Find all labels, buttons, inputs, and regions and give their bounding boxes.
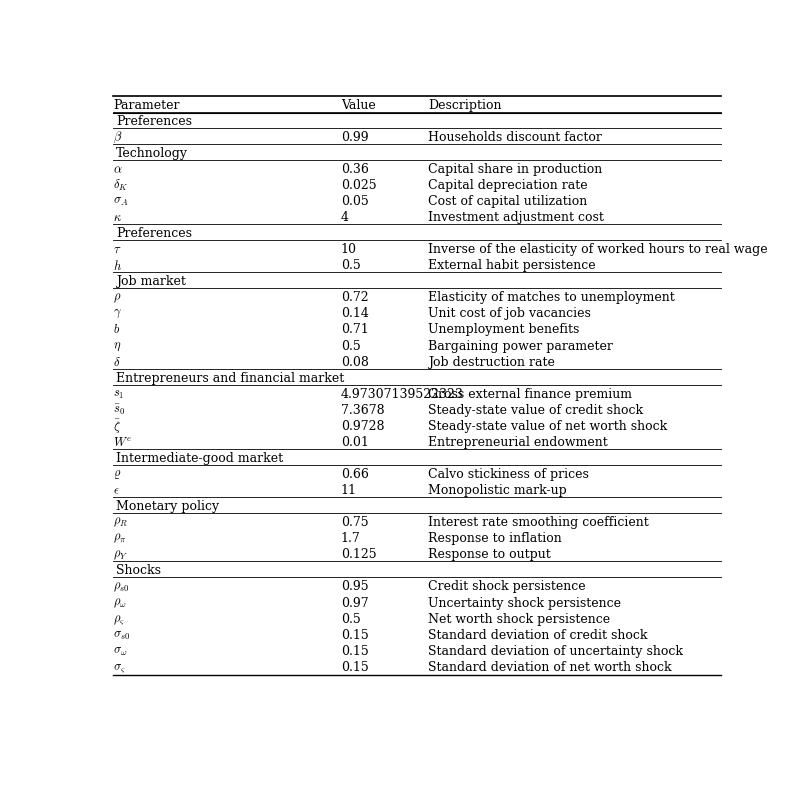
Text: Steady-state value of net worth shock: Steady-state value of net worth shock [428, 420, 667, 433]
Text: 0.5: 0.5 [341, 612, 361, 626]
Text: 0.15: 0.15 [341, 644, 369, 658]
Text: 0.72: 0.72 [341, 291, 369, 305]
Text: $\rho_\omega$: $\rho_\omega$ [113, 597, 127, 610]
Text: $\beta$: $\beta$ [113, 130, 122, 145]
Text: Description: Description [428, 99, 502, 111]
Text: 0.15: 0.15 [341, 661, 369, 674]
Text: $\rho$: $\rho$ [113, 291, 122, 305]
Text: Value: Value [341, 99, 376, 111]
Text: Intermediate-good market: Intermediate-good market [116, 452, 283, 465]
Text: 0.5: 0.5 [341, 259, 361, 272]
Text: Response to inflation: Response to inflation [428, 532, 562, 546]
Text: $\eta$: $\eta$ [113, 340, 122, 352]
Text: $\rho_\varsigma$: $\rho_\varsigma$ [113, 612, 125, 626]
Text: $\rho_{s0}$: $\rho_{s0}$ [113, 580, 130, 593]
Text: Monetary policy: Monetary policy [116, 500, 219, 513]
Text: Capital share in production: Capital share in production [428, 162, 602, 176]
Text: 0.9728: 0.9728 [341, 420, 384, 433]
Text: $s_1$: $s_1$ [113, 388, 125, 400]
Text: $\delta$: $\delta$ [113, 356, 121, 369]
Text: Preferences: Preferences [116, 115, 192, 128]
Text: Gross external finance premium: Gross external finance premium [428, 388, 632, 400]
Text: 0.36: 0.36 [341, 162, 369, 176]
Text: $\delta_K$: $\delta_K$ [113, 178, 129, 193]
Text: $\bar{s}_0$: $\bar{s}_0$ [113, 403, 126, 418]
Text: $\sigma_A$: $\sigma_A$ [113, 195, 129, 208]
Text: $\sigma_{s0}$: $\sigma_{s0}$ [113, 629, 130, 641]
Text: Parameter: Parameter [113, 99, 180, 111]
Text: Bargaining power parameter: Bargaining power parameter [428, 340, 613, 352]
Text: Response to output: Response to output [428, 549, 551, 561]
Text: Standard deviation of net worth shock: Standard deviation of net worth shock [428, 661, 672, 674]
Text: 0.025: 0.025 [341, 179, 377, 192]
Text: $\epsilon$: $\epsilon$ [113, 484, 120, 497]
Text: 0.95: 0.95 [341, 580, 369, 593]
Text: Unemployment benefits: Unemployment benefits [428, 323, 580, 337]
Text: 11: 11 [341, 484, 357, 497]
Text: 1.7: 1.7 [341, 532, 361, 546]
Text: 0.99: 0.99 [341, 131, 369, 144]
Text: $\rho_R$: $\rho_R$ [113, 516, 128, 529]
Text: 0.05: 0.05 [341, 195, 369, 208]
Text: Uncertainty shock persistence: Uncertainty shock persistence [428, 597, 621, 609]
Text: Shocks: Shocks [116, 564, 161, 578]
Text: 10: 10 [341, 243, 357, 256]
Text: Entrepreneurs and financial market: Entrepreneurs and financial market [116, 371, 345, 385]
Text: $\sigma_\varsigma$: $\sigma_\varsigma$ [113, 661, 126, 674]
Text: $\rho_\pi$: $\rho_\pi$ [113, 532, 126, 546]
Text: $W^e$: $W^e$ [113, 436, 132, 449]
Text: 0.5: 0.5 [341, 340, 361, 352]
Text: Entrepreneurial endowment: Entrepreneurial endowment [428, 436, 608, 449]
Text: 0.01: 0.01 [341, 436, 369, 449]
Text: Unit cost of job vacancies: Unit cost of job vacancies [428, 308, 591, 320]
Text: Standard deviation of credit shock: Standard deviation of credit shock [428, 629, 648, 641]
Text: $\tau$: $\tau$ [113, 243, 122, 256]
Text: Preferences: Preferences [116, 227, 192, 240]
Text: $b$: $b$ [113, 323, 120, 337]
Text: Technology: Technology [116, 147, 188, 160]
Text: $h$: $h$ [113, 259, 122, 272]
Text: Cost of capital utilization: Cost of capital utilization [428, 195, 588, 208]
Text: 0.75: 0.75 [341, 517, 369, 529]
Text: Net worth shock persistence: Net worth shock persistence [428, 612, 610, 626]
Text: Interest rate smoothing coefficient: Interest rate smoothing coefficient [428, 517, 649, 529]
Text: $\gamma$: $\gamma$ [113, 308, 122, 320]
Text: $\alpha$: $\alpha$ [113, 162, 122, 176]
Text: Job market: Job market [116, 276, 186, 288]
Text: Inverse of the elasticity of worked hours to real wage: Inverse of the elasticity of worked hour… [428, 243, 768, 256]
Text: $\varrho$: $\varrho$ [113, 468, 122, 481]
Text: $\kappa$: $\kappa$ [113, 211, 122, 224]
Text: Credit shock persistence: Credit shock persistence [428, 580, 586, 593]
Text: Calvo stickiness of prices: Calvo stickiness of prices [428, 468, 589, 481]
Text: $\sigma_\omega$: $\sigma_\omega$ [113, 644, 127, 658]
Text: External habit persistence: External habit persistence [428, 259, 596, 272]
Text: 4.97307139522323: 4.97307139522323 [341, 388, 464, 400]
Text: Standard deviation of uncertainty shock: Standard deviation of uncertainty shock [428, 644, 683, 658]
Text: 0.08: 0.08 [341, 356, 369, 369]
Text: Capital depreciation rate: Capital depreciation rate [428, 179, 588, 192]
Text: 0.15: 0.15 [341, 629, 369, 641]
Text: $\rho_Y$: $\rho_Y$ [113, 548, 128, 561]
Text: Job destruction rate: Job destruction rate [428, 356, 555, 369]
Text: 0.71: 0.71 [341, 323, 369, 337]
Text: 7.3678: 7.3678 [341, 403, 385, 417]
Text: Steady-state value of credit shock: Steady-state value of credit shock [428, 403, 643, 417]
Text: 0.125: 0.125 [341, 549, 377, 561]
Text: 0.66: 0.66 [341, 468, 369, 481]
Text: 4: 4 [341, 211, 349, 224]
Text: Investment adjustment cost: Investment adjustment cost [428, 211, 604, 224]
Text: Elasticity of matches to unemployment: Elasticity of matches to unemployment [428, 291, 675, 305]
Text: Monopolistic mark-up: Monopolistic mark-up [428, 484, 567, 497]
Text: Households discount factor: Households discount factor [428, 131, 602, 144]
Text: 0.97: 0.97 [341, 597, 369, 609]
Text: $\bar{\zeta}$: $\bar{\zeta}$ [113, 418, 121, 436]
Text: 0.14: 0.14 [341, 308, 369, 320]
